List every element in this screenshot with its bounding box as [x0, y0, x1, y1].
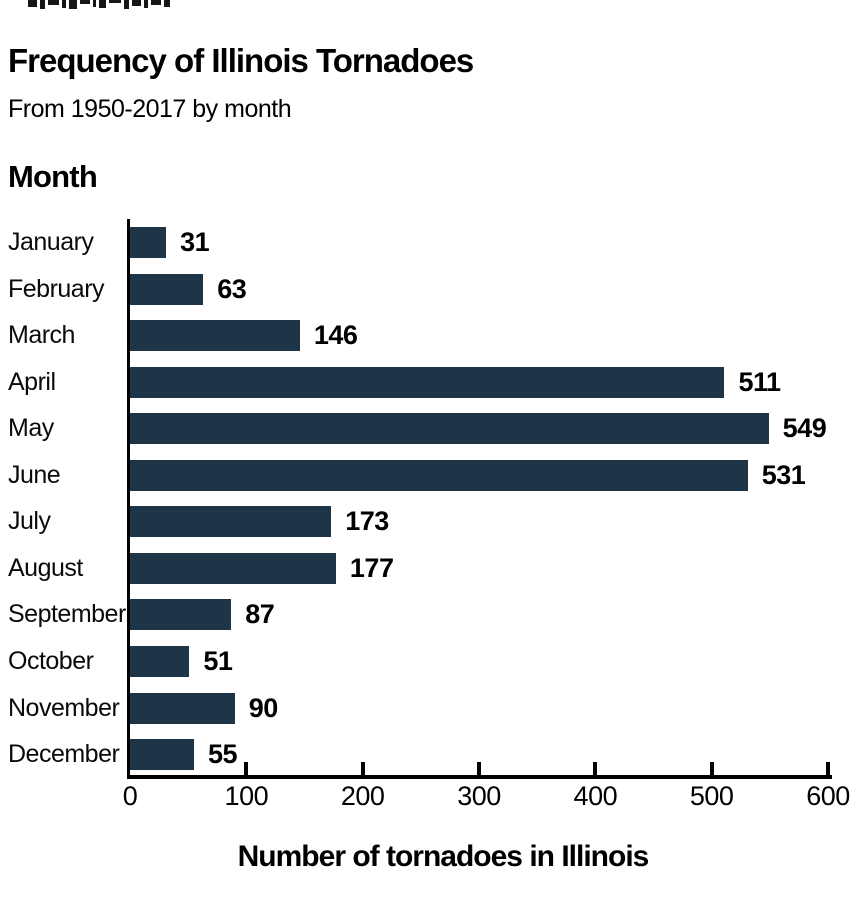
bar-september: [130, 599, 232, 631]
cropped-glyph: [62, 0, 66, 8]
cropped-glyph: [144, 0, 148, 8]
month-label-july: July: [8, 507, 51, 536]
cropped-glyph: [28, 0, 37, 7]
chart-title: Frequency of Illinois Tornadoes: [8, 42, 474, 79]
x-axis-title: Number of tornadoes in Illinois: [237, 840, 650, 873]
bar-may: [130, 413, 769, 445]
value-label-august: 177: [349, 552, 394, 583]
x-tick-label-100: 100: [224, 781, 269, 811]
cropped-glyph: [80, 0, 90, 4]
x-tick-label-600: 600: [806, 781, 850, 811]
value-label-february: 63: [217, 273, 247, 304]
chart-subtitle: From 1950-2017 by month: [8, 95, 292, 123]
x-tick-mark-600: [826, 762, 830, 775]
month-label-may: May: [8, 414, 54, 443]
value-label-may: 549: [782, 413, 827, 444]
cropped-glyph: [48, 0, 59, 5]
value-label-december: 55: [207, 739, 238, 770]
cropped-glyph: [40, 0, 45, 9]
x-tick-label-500: 500: [689, 781, 734, 811]
value-label-july: 173: [345, 506, 389, 537]
x-axis-line: [127, 775, 832, 779]
month-label-september: September: [8, 600, 126, 629]
month-label-april: April: [8, 367, 56, 396]
value-label-april: 511: [738, 366, 781, 397]
bar-december: [130, 739, 194, 771]
cropped-glyph: [164, 0, 170, 7]
x-tick-mark-100: [244, 762, 249, 775]
bar-june: [130, 459, 748, 491]
cropped-glyph: [109, 0, 121, 3]
month-label-october: October: [8, 646, 94, 675]
x-tick-mark-400: [593, 762, 598, 775]
x-tick-label-300: 300: [457, 781, 501, 811]
x-tick-mark-300: [477, 762, 481, 775]
cropped-glyph: [151, 0, 161, 5]
y-axis-heading: Month: [8, 159, 98, 194]
cropped-glyph: [99, 0, 106, 8]
month-label-august: August: [8, 553, 83, 582]
x-tick-mark-200: [360, 762, 365, 775]
bar-july: [130, 506, 332, 538]
month-label-february: February: [8, 274, 105, 303]
value-label-march: 146: [313, 320, 358, 351]
month-label-january: January: [8, 228, 94, 256]
bar-november: [130, 692, 235, 724]
bar-january: [130, 227, 167, 258]
bar-february: [130, 273, 204, 305]
value-label-january: 31: [180, 227, 210, 257]
cropped-glyph: [93, 0, 96, 7]
month-label-november: November: [8, 693, 120, 722]
bar-april: [130, 366, 725, 398]
cropped-glyph: [69, 0, 77, 9]
month-label-december: December: [8, 740, 120, 769]
bar-october: [130, 645, 190, 677]
x-tick-mark-500: [709, 762, 714, 775]
x-tick-label-400: 400: [573, 781, 618, 811]
cropped-text-fragment: [28, 0, 188, 9]
bar-august: [130, 552, 336, 584]
value-label-october: 51: [203, 645, 233, 676]
y-axis-line: [127, 219, 130, 779]
x-tick-label-0: 0: [122, 781, 138, 811]
month-label-june: June: [8, 460, 61, 489]
x-tick-label-200: 200: [340, 781, 385, 811]
cropped-glyph: [132, 0, 141, 6]
value-label-june: 531: [761, 459, 806, 490]
cropped-glyph: [124, 0, 129, 9]
month-label-march: March: [8, 321, 75, 350]
bar-march: [130, 320, 300, 352]
value-label-september: 87: [245, 599, 275, 630]
value-label-november: 90: [248, 692, 279, 723]
